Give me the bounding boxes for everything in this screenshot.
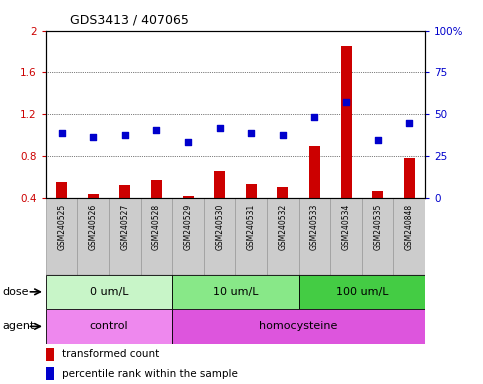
Bar bbox=[372, 192, 383, 198]
Text: GSM240530: GSM240530 bbox=[215, 204, 224, 250]
Bar bbox=[362, 198, 394, 275]
Point bbox=[121, 132, 129, 138]
Text: 0 um/L: 0 um/L bbox=[90, 287, 128, 297]
Bar bbox=[46, 367, 54, 380]
Bar bbox=[46, 198, 77, 275]
Bar bbox=[151, 180, 162, 198]
Text: GSM240532: GSM240532 bbox=[278, 204, 287, 250]
Bar bbox=[341, 46, 352, 198]
Bar bbox=[309, 146, 320, 198]
Point bbox=[311, 114, 318, 121]
Bar bbox=[141, 198, 172, 275]
Bar bbox=[277, 187, 288, 198]
Point bbox=[279, 132, 287, 138]
Bar bbox=[77, 198, 109, 275]
Bar bbox=[88, 194, 99, 198]
Bar bbox=[46, 309, 172, 344]
Bar bbox=[298, 275, 425, 309]
Text: GSM240533: GSM240533 bbox=[310, 204, 319, 250]
Text: GSM240531: GSM240531 bbox=[247, 204, 256, 250]
Text: 10 um/L: 10 um/L bbox=[213, 287, 258, 297]
Bar bbox=[246, 184, 257, 198]
Point bbox=[216, 125, 224, 131]
Point bbox=[247, 130, 255, 136]
Bar bbox=[330, 198, 362, 275]
Bar bbox=[404, 158, 415, 198]
Bar bbox=[267, 198, 298, 275]
Text: GSM240528: GSM240528 bbox=[152, 204, 161, 250]
Point bbox=[89, 134, 97, 140]
Bar bbox=[119, 185, 130, 198]
Text: GDS3413 / 407065: GDS3413 / 407065 bbox=[70, 14, 189, 27]
Bar bbox=[172, 309, 425, 344]
Bar bbox=[214, 170, 225, 198]
Point bbox=[342, 99, 350, 105]
Bar bbox=[204, 198, 236, 275]
Text: control: control bbox=[90, 321, 128, 331]
Bar bbox=[56, 182, 67, 198]
Text: GSM240526: GSM240526 bbox=[89, 204, 98, 250]
Text: GSM240534: GSM240534 bbox=[341, 204, 351, 250]
Bar bbox=[172, 198, 204, 275]
Point bbox=[374, 137, 382, 143]
Text: GSM240529: GSM240529 bbox=[184, 204, 193, 250]
Text: 100 um/L: 100 um/L bbox=[336, 287, 388, 297]
Bar bbox=[298, 198, 330, 275]
Point bbox=[58, 130, 66, 136]
Text: homocysteine: homocysteine bbox=[259, 321, 338, 331]
Point bbox=[405, 119, 413, 126]
Text: transformed count: transformed count bbox=[62, 349, 159, 359]
Bar bbox=[172, 275, 298, 309]
Text: percentile rank within the sample: percentile rank within the sample bbox=[62, 369, 238, 379]
Bar bbox=[46, 348, 54, 361]
Text: dose: dose bbox=[2, 287, 29, 297]
Text: GSM240525: GSM240525 bbox=[57, 204, 66, 250]
Text: agent: agent bbox=[2, 321, 35, 331]
Text: GSM240848: GSM240848 bbox=[405, 204, 414, 250]
Point bbox=[153, 127, 160, 133]
Text: GSM240535: GSM240535 bbox=[373, 204, 382, 250]
Text: GSM240527: GSM240527 bbox=[120, 204, 129, 250]
Point bbox=[184, 139, 192, 146]
Bar bbox=[236, 198, 267, 275]
Bar bbox=[109, 198, 141, 275]
Bar bbox=[183, 196, 194, 198]
Bar bbox=[46, 275, 172, 309]
Bar bbox=[394, 198, 425, 275]
